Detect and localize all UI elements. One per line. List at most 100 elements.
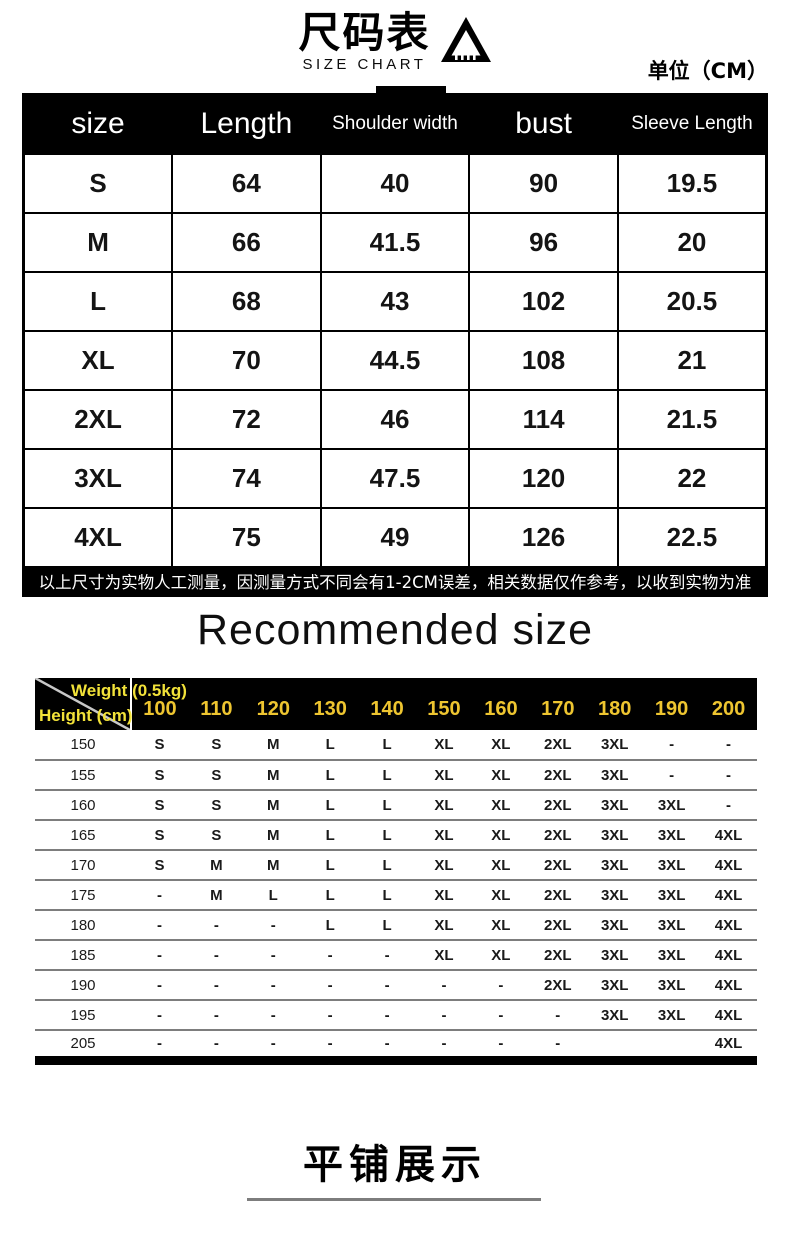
size-rec-cell: 3XL [643,910,701,941]
shoulder-cell: 40 [319,152,471,214]
size-rec-cell: L [358,880,416,911]
size-rec-cell: 3XL [586,1000,644,1031]
size-rec-cell: - [244,940,302,971]
recommended-table-body: 150 S S M L L XL XL 2XL 3XL - - 155 S S … [35,730,757,1061]
size-rec-cell: - [244,1030,302,1061]
size-rec-cell: 2XL [529,910,587,941]
size-rec-cell [586,1030,644,1061]
table-row: 3XL 74 47.5 120 22 [22,447,768,509]
size-rec-cell: 2XL [529,880,587,911]
sleeve-cell: 20 [616,211,768,273]
sleeve-cell: 21.5 [616,388,768,450]
size-rec-cell: 3XL [643,940,701,971]
shoulder-cell: 47.5 [319,447,471,509]
table-row: M 66 41.5 96 20 [22,211,768,273]
size-rec-cell: 4XL [700,1000,757,1031]
size-rec-cell: XL [415,790,473,821]
size-rec-cell: - [700,790,757,821]
length-cell: 66 [171,211,322,273]
weight-header: 200 [700,678,757,730]
table-row: 150 S S M L L XL XL 2XL 3XL - - [35,730,757,761]
height-axis-label: Height (cm) [39,706,133,725]
size-rec-cell: - [415,970,473,1001]
size-rec-cell: - [187,940,245,971]
size-rec-cell: 2XL [529,760,587,791]
size-rec-cell: 3XL [586,880,644,911]
size-rec-cell: - [700,760,757,791]
size-rec-cell: XL [472,910,530,941]
size-rec-cell: XL [415,940,473,971]
table-row: 205 - - - - - - - - 4XL [35,1030,757,1061]
size-rec-cell: - [244,910,302,941]
size-cell: 3XL [22,447,174,509]
flat-display-title: 平铺展示 [303,1142,487,1188]
table-row: 170 S M M L L XL XL 2XL 3XL 3XL 4XL [35,850,757,881]
size-rec-cell: - [301,970,359,1001]
size-rec-cell: 2XL [529,790,587,821]
table-row: 195 - - - - - - - - 3XL 3XL 4XL [35,1000,757,1031]
shoulder-cell: 46 [319,388,471,450]
size-rec-cell: XL [472,790,530,821]
diagonal-divider [35,678,130,730]
size-table-body: S 64 40 90 19.5 M 66 41.5 96 20 L 68 43 … [22,152,768,597]
size-rec-cell: - [244,1000,302,1031]
height-cell: 205 [35,1030,131,1061]
size-rec-cell: L [301,850,359,881]
size-rec-cell: - [301,940,359,971]
size-cell: 2XL [22,388,174,450]
weight-header: 170 [529,678,587,730]
length-cell: 64 [171,152,322,214]
size-rec-cell: L [358,730,416,761]
sleeve-cell: 22 [616,447,768,509]
column-header-bust: bust [468,93,619,155]
size-rec-cell: 4XL [700,820,757,851]
height-cell: 190 [35,970,131,1001]
size-rec-cell: M [187,850,245,881]
size-rec-cell: - [700,730,757,761]
size-rec-cell: 3XL [643,1000,701,1031]
height-cell: 165 [35,820,131,851]
size-rec-cell: L [358,760,416,791]
size-rec-cell: 3XL [586,940,644,971]
size-rec-cell: XL [415,850,473,881]
size-rec-cell: XL [472,820,530,851]
table-row: 180 - - - L L XL XL 2XL 3XL 3XL 4XL [35,910,757,941]
sleeve-cell: 20.5 [616,270,768,332]
size-rec-cell: 3XL [586,790,644,821]
sleeve-cell: 21 [616,329,768,391]
size-cell: L [22,270,174,332]
size-rec-cell: 4XL [700,1030,757,1061]
size-rec-cell: XL [472,760,530,791]
table-row: XL 70 44.5 108 21 [22,329,768,391]
size-rec-cell: - [131,1030,188,1061]
bust-cell: 126 [468,506,619,568]
size-rec-cell: 3XL [643,880,701,911]
size-rec-cell: 4XL [700,970,757,1001]
size-rec-cell: 4XL [700,880,757,911]
length-cell: 74 [171,447,322,509]
size-rec-cell: - [415,1030,473,1061]
size-cell: S [22,152,174,214]
sleeve-cell: 22.5 [616,506,768,568]
size-rec-cell: 3XL [643,790,701,821]
size-rec-cell: M [244,760,302,791]
bust-cell: 102 [468,270,619,332]
size-cell: XL [22,329,174,391]
size-rec-cell: - [358,1000,416,1031]
ruler-triangle-icon [440,17,491,62]
height-cell: 180 [35,910,131,941]
shoulder-cell: 44.5 [319,329,471,391]
size-rec-cell: 2XL [529,970,587,1001]
size-rec-cell: S [131,730,188,761]
height-cell: 160 [35,790,131,821]
table-row: L 68 43 102 20.5 [22,270,768,332]
size-rec-cell: L [301,730,359,761]
note-row: 以上尺寸为实物人工测量，因测量方式不同会有1-2CM误差，相关数据仅作参考，以收… [22,565,768,597]
size-rec-cell: - [472,1030,530,1061]
size-rec-cell: S [131,790,188,821]
size-rec-cell: 3XL [586,970,644,1001]
size-rec-cell: - [244,970,302,1001]
size-rec-cell: 3XL [586,910,644,941]
size-rec-cell: 3XL [643,970,701,1001]
size-rec-cell: - [358,1030,416,1061]
